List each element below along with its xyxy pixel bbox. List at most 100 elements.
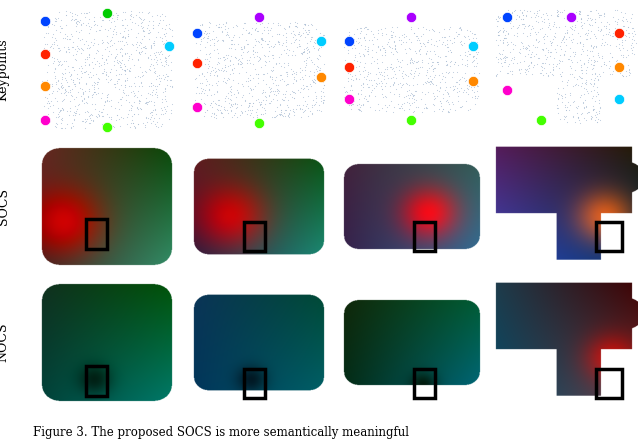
Point: [343, 70, 353, 77]
Point: [44, 102, 54, 109]
Point: [216, 103, 226, 110]
Point: [524, 42, 534, 49]
Point: [104, 113, 115, 120]
Point: [264, 47, 275, 54]
Point: [436, 102, 446, 109]
Point: [406, 55, 417, 62]
Point: [133, 110, 143, 118]
Point: [427, 76, 437, 83]
Point: [96, 61, 106, 68]
Point: [136, 91, 146, 98]
Point: [378, 105, 388, 112]
Point: [166, 107, 177, 114]
Point: [54, 58, 65, 65]
Point: [67, 15, 77, 23]
Point: [121, 96, 131, 103]
Point: [146, 44, 156, 51]
Point: [501, 9, 511, 16]
Point: [44, 17, 54, 24]
Point: [367, 36, 377, 43]
Point: [226, 36, 236, 43]
Point: [620, 9, 630, 16]
Point: [498, 38, 508, 45]
Point: [109, 26, 120, 33]
Point: [236, 44, 246, 51]
Point: [445, 36, 456, 43]
Point: [148, 18, 158, 25]
Point: [273, 90, 283, 97]
Point: [51, 18, 61, 25]
Point: [493, 59, 503, 66]
Point: [576, 83, 586, 90]
Point: [254, 13, 264, 20]
Point: [275, 110, 285, 117]
Point: [577, 80, 587, 87]
Point: [309, 61, 319, 68]
Point: [445, 62, 455, 69]
Point: [350, 44, 360, 51]
Point: [390, 63, 401, 70]
Point: [472, 88, 482, 95]
Point: [493, 28, 503, 35]
Point: [52, 15, 63, 22]
Point: [468, 53, 478, 60]
Point: [106, 33, 116, 40]
Point: [64, 35, 74, 42]
Point: [257, 36, 267, 43]
Point: [196, 37, 206, 44]
Point: [119, 67, 129, 74]
Point: [54, 45, 65, 52]
Point: [157, 25, 168, 32]
Point: [618, 23, 628, 30]
Point: [69, 16, 79, 23]
Point: [120, 33, 131, 40]
Point: [316, 37, 326, 44]
Point: [600, 60, 610, 67]
Point: [473, 48, 483, 55]
Point: [394, 91, 404, 98]
Point: [536, 69, 546, 76]
Point: [152, 11, 163, 19]
Point: [412, 58, 422, 65]
Point: [131, 41, 141, 48]
Point: [389, 38, 399, 45]
Point: [589, 106, 599, 113]
Point: [401, 92, 412, 99]
Point: [593, 52, 603, 59]
Point: [592, 84, 602, 91]
Point: [396, 103, 406, 110]
Point: [599, 9, 609, 16]
Point: [40, 117, 50, 124]
Point: [539, 65, 549, 72]
Point: [531, 51, 541, 58]
Point: [429, 41, 440, 48]
Point: [125, 12, 136, 19]
Point: [404, 69, 415, 76]
Point: [149, 106, 159, 113]
Point: [319, 61, 329, 68]
Point: [577, 66, 588, 73]
Point: [307, 103, 317, 110]
Point: [102, 43, 112, 50]
Point: [236, 46, 246, 53]
Point: [339, 65, 349, 72]
Bar: [596, 222, 622, 251]
Point: [271, 60, 282, 67]
Point: [238, 83, 248, 90]
Point: [365, 60, 376, 67]
Point: [408, 57, 419, 65]
Point: [560, 102, 570, 109]
Point: [548, 23, 558, 30]
Point: [43, 97, 53, 104]
Point: [225, 95, 236, 102]
Point: [115, 85, 125, 92]
Point: [140, 122, 150, 129]
Point: [418, 81, 428, 88]
Point: [537, 64, 547, 71]
Point: [618, 51, 628, 58]
Point: [268, 64, 278, 71]
Point: [83, 93, 93, 100]
Point: [106, 114, 116, 121]
Point: [117, 66, 127, 73]
Point: [311, 26, 321, 33]
